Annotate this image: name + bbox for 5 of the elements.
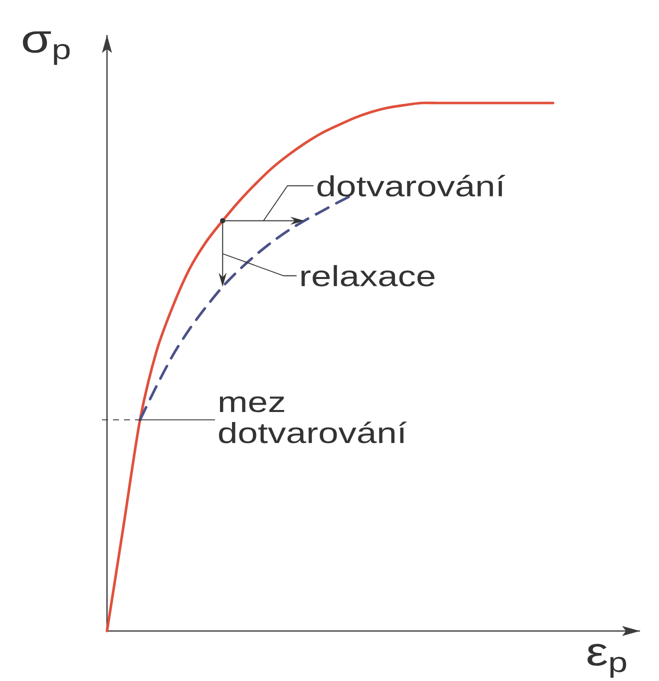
annotation: dotvarování [317, 174, 506, 197]
x-axis-title: ε$_{p}$ [588, 644, 626, 678]
ref-line-label: mez dotvarování [219, 396, 407, 444]
annotation: relaxace [301, 265, 434, 286]
y-axis-title: σ$_{p}$ [22, 31, 70, 65]
